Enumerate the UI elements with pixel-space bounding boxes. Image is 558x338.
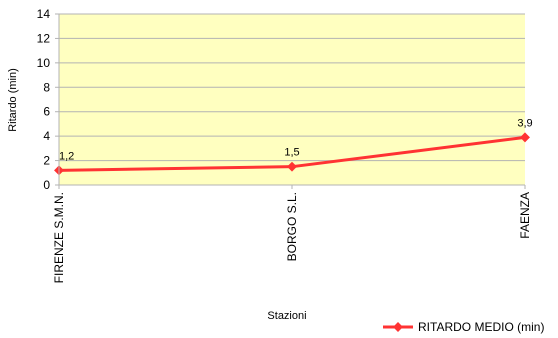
data-point-2 [520, 132, 530, 143]
x-axis-ticks: FIRENZE S.M.N. BORGO S.L. FAENZA [52, 185, 532, 283]
y-tick-label-4: 4 [43, 129, 50, 143]
y-axis-ticks: 0 2 4 6 8 10 12 14 [37, 7, 59, 192]
y-tick-label-14: 14 [37, 7, 51, 21]
grid-lines [59, 13, 525, 162]
y-tick-label-2: 2 [43, 154, 50, 168]
x-tick-label-1: BORGO S.L. [285, 192, 299, 261]
x-tick-label-2: FAENZA [518, 192, 532, 239]
legend-swatch-marker [393, 322, 403, 332]
y-tick-label-8: 8 [43, 80, 50, 94]
data-point-1 [287, 161, 297, 172]
data-label-0: 1,2 [59, 150, 74, 162]
y-tick-label-6: 6 [43, 105, 50, 119]
y-tick-label-12: 12 [37, 31, 51, 45]
y-tick-label-10: 10 [37, 56, 51, 70]
y-tick-label-0: 0 [43, 178, 50, 192]
plot-area [59, 14, 525, 185]
y-axis-title: Ritardo (min) [7, 68, 19, 132]
x-axis-title: Stazioni [267, 310, 306, 322]
data-label-2: 3,9 [517, 117, 532, 129]
legend-label: RITARDO MEDIO (min) [418, 320, 544, 334]
data-label-1: 1,5 [284, 147, 299, 159]
legend: RITARDO MEDIO (min) [383, 320, 544, 334]
series-layer: 1,2 1,5 3,9 [54, 117, 533, 176]
x-tick-label-0: FIRENZE S.M.N. [52, 192, 66, 283]
